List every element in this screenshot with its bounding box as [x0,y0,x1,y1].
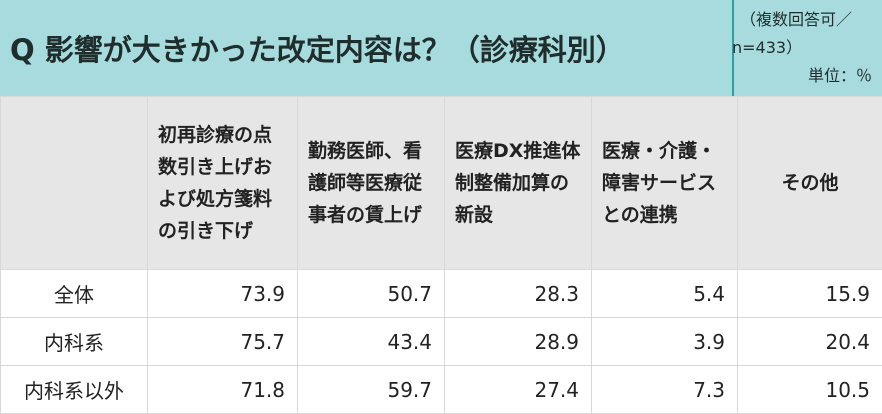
table-cell: 10.5 [738,366,882,414]
note-block: （複数回答可／ n=433） 単位：％ [732,6,872,90]
row-label: 内科系 [1,318,148,366]
table-cell: 15.9 [738,270,882,318]
corner-cell [1,97,148,270]
page-title: Q 影響が大きかった改定内容は？（診療科別） [10,0,730,96]
table-row: 全体 73.9 50.7 28.3 5.4 15.9 [1,270,882,318]
table-cell: 50.7 [298,270,445,318]
table-cell: 27.4 [445,366,592,414]
table-cell: 20.4 [738,318,882,366]
row-label: 全体 [1,270,148,318]
table-cell: 7.3 [592,366,738,414]
title-banner: Q 影響が大きかった改定内容は？（診療科別） （複数回答可／ n=433） 単位… [0,0,882,96]
column-header: 医療・介護・障害サービスとの連携 [592,97,738,270]
table-header-row: 初再診療の点数引き上げおよび処方箋料の引き下げ 勤務医師、看護師等医療従事者の賃… [1,97,882,270]
table-cell: 59.7 [298,366,445,414]
column-header: 医療DX推進体制整備加算の新設 [445,97,592,270]
table-cell: 28.3 [445,270,592,318]
table-row: 内科系 75.7 43.4 28.9 3.9 20.4 [1,318,882,366]
table-cell: 43.4 [298,318,445,366]
table-cell: 3.9 [592,318,738,366]
table-cell: 73.9 [148,270,298,318]
column-header: 勤務医師、看護師等医療従事者の賃上げ [298,97,445,270]
column-header: その他 [738,97,882,270]
table-cell: 71.8 [148,366,298,414]
table-cell: 75.7 [148,318,298,366]
note-sample-size: n=433） [732,34,872,62]
note-unit: 単位：％ [732,62,872,90]
row-label: 内科系以外 [1,366,148,414]
table-cell: 5.4 [592,270,738,318]
table-row: 内科系以外 71.8 59.7 27.4 7.3 10.5 [1,366,882,414]
results-table: 初再診療の点数引き上げおよび処方箋料の引き下げ 勤務医師、看護師等医療従事者の賃… [0,96,882,414]
column-header: 初再診療の点数引き上げおよび処方箋料の引き下げ [148,97,298,270]
note-multiple-answers: （複数回答可／ [732,6,872,34]
table-cell: 28.9 [445,318,592,366]
